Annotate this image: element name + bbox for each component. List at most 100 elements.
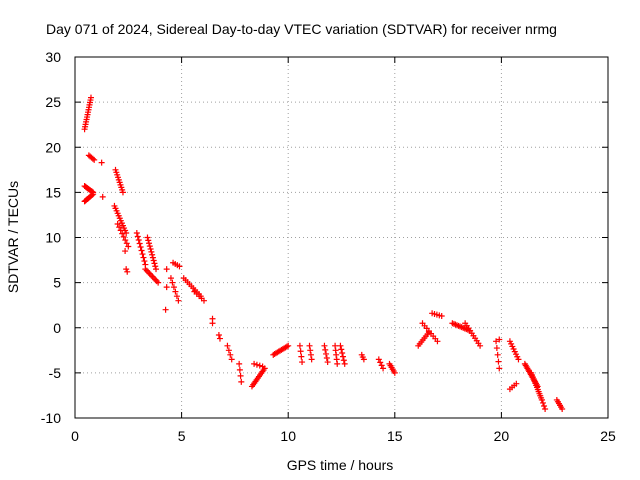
data-point [253,361,260,368]
data-point [299,359,306,366]
data-point [493,345,500,352]
data-point [438,313,445,320]
data-point [493,338,500,345]
data-point [120,233,127,240]
data-point [323,354,330,361]
data-point [237,372,244,379]
data-point [236,366,243,373]
data-point [138,247,145,254]
data-point [122,237,129,244]
data-point [147,245,154,252]
data-point [140,254,147,261]
data-point [89,188,96,195]
data-point [338,346,345,353]
data-point [155,279,162,286]
data-point [434,338,441,345]
data-point [216,335,223,342]
data-point [141,258,148,265]
data-point [227,351,234,358]
data-point [341,360,348,367]
data-point [539,399,546,406]
data-point [306,342,313,349]
x-tick-label: 10 [280,428,296,444]
plot-frame [74,56,609,419]
data-point [144,234,151,241]
data-point [513,380,520,387]
x-axis-label: GPS time / hours [287,457,394,473]
data-point [167,275,174,282]
y-tick-label: 15 [45,184,61,200]
data-point [134,233,141,240]
data-point [324,359,331,366]
data-point [136,240,143,247]
y-tick-label: 5 [53,275,61,291]
data-point [87,94,94,101]
data-point [323,350,330,357]
data-point [119,189,126,196]
data-point [146,240,153,247]
data-point [238,378,245,385]
y-tick-label: -5 [49,365,62,381]
data-point [285,342,292,349]
data-point [542,405,549,412]
data-point [91,156,98,163]
x-tick-label: 20 [494,428,510,444]
data-point [360,356,367,363]
data-point [256,362,263,369]
data-point [307,347,314,354]
y-tick-labels: -10 -5 0 5 10 15 20 25 30 [41,49,61,426]
chart-title: Day 071 of 2024, Sidereal Day-to-day VTE… [46,21,557,37]
data-point [236,360,243,367]
data-point [477,342,484,349]
data-point [541,402,548,409]
y-tick-label: -10 [41,410,61,426]
data-point [170,284,177,291]
data-point [162,306,169,313]
data-point [163,284,170,291]
data-point [337,342,344,349]
data-point [224,342,231,349]
data-point [133,229,140,236]
data-point [228,356,235,363]
data-point [122,248,129,255]
data-point [298,353,305,360]
y-tick-label: 30 [45,49,61,65]
data-point [148,248,155,255]
data-point [307,351,314,358]
data-point [251,360,258,367]
data-point [283,343,290,350]
data-point [125,243,132,250]
x-tick-label: 0 [71,428,79,444]
data-point [515,356,522,363]
data-point [151,260,158,267]
data-point [339,353,346,360]
data-point [334,360,341,367]
data-point [339,350,346,357]
data-point [297,348,304,355]
data-point [496,365,503,372]
data-point [340,357,347,364]
y-tick-label: 25 [45,94,61,110]
data-point [378,362,385,369]
data-point [146,243,153,250]
data-point [375,356,382,363]
data-point [209,320,216,327]
data-point [137,244,144,251]
data-point [149,254,156,261]
data-point [135,237,142,244]
data-point [322,346,329,353]
y-axis-label: SDTVAR / TECUs [5,181,21,293]
data-point [321,342,328,349]
data-point [380,365,387,372]
data-point [153,266,160,273]
data-point [391,369,398,376]
data-point [114,220,121,227]
data-point [200,297,207,304]
data-point [117,227,124,234]
data-point [99,193,106,200]
data-point [496,336,503,343]
data-point [495,358,502,365]
data-point [215,331,222,338]
x-tick-label: 25 [600,428,616,444]
